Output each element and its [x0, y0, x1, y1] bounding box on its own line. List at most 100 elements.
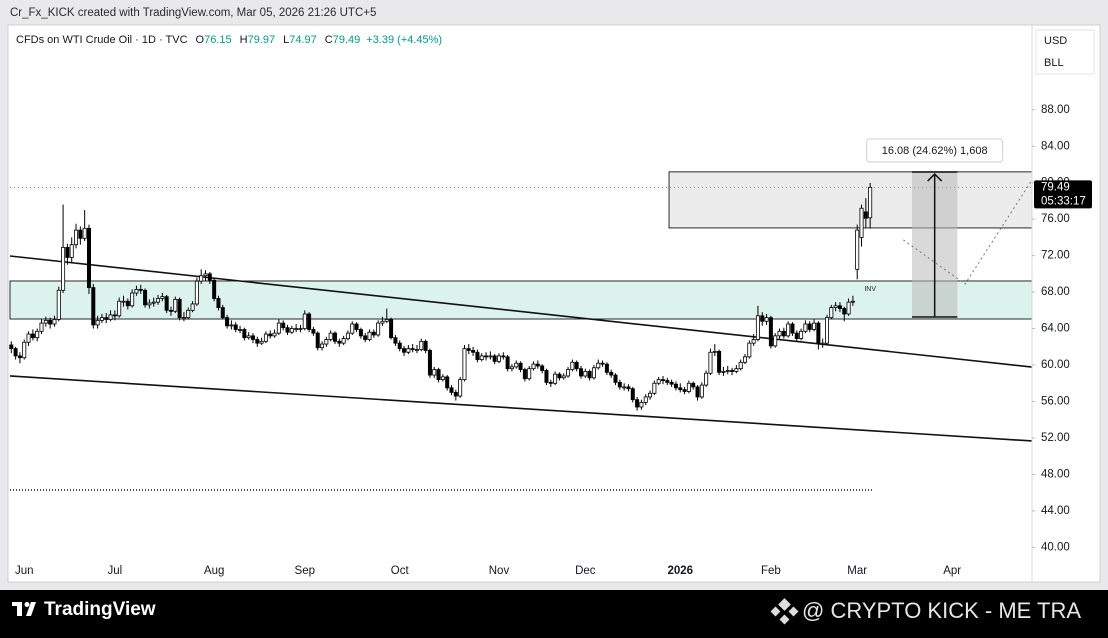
- trendline: [9, 375, 1033, 442]
- candle-body: [527, 368, 532, 380]
- candle-body: [807, 323, 812, 330]
- candle-body: [151, 301, 156, 304]
- ohlc-label: C: [325, 34, 333, 46]
- candle-body: [587, 371, 592, 379]
- candle-body: [643, 396, 648, 403]
- candle-body: [622, 386, 627, 389]
- candle-body: [764, 317, 769, 322]
- candle-body: [479, 355, 484, 360]
- x-tick-label: Feb: [761, 565, 781, 577]
- candle-body: [445, 376, 450, 389]
- candle-body: [263, 333, 268, 342]
- candle-body: [557, 373, 562, 379]
- candle-body: [350, 323, 355, 334]
- candle-body: [630, 388, 635, 401]
- candle-body: [99, 317, 104, 321]
- candle-body: [82, 227, 87, 239]
- candle-body: [9, 344, 14, 350]
- candle-body: [794, 332, 799, 339]
- ohlc-label: H: [240, 34, 248, 46]
- logo-part: [17, 602, 22, 616]
- candle-body: [648, 392, 653, 398]
- tv-logo: [12, 602, 36, 616]
- candle-body: [734, 368, 739, 372]
- candle-body: [61, 247, 66, 291]
- candle-body: [315, 332, 320, 349]
- candle-body: [553, 373, 558, 384]
- candle-body: [449, 387, 454, 393]
- candle-body: [56, 289, 61, 320]
- x-tick-label: 2026: [667, 565, 693, 577]
- zone: [668, 171, 1033, 229]
- candle-body: [225, 317, 230, 327]
- candle-body: [518, 362, 523, 370]
- footer-logo: TradingView: [44, 599, 156, 620]
- candle-body: [596, 362, 601, 369]
- candle-body: [423, 340, 428, 351]
- ohlc-value: 79.49: [333, 34, 361, 46]
- candle-body: [540, 365, 545, 371]
- candle-body: [380, 320, 385, 324]
- candle-body: [548, 381, 553, 384]
- candle-body: [829, 307, 834, 319]
- candle-body: [220, 307, 225, 319]
- icon-part: [770, 606, 781, 617]
- candle-body: [229, 324, 234, 327]
- candle-body: [578, 368, 583, 377]
- candle-body: [781, 330, 786, 337]
- x-tick-label: Aug: [204, 565, 224, 577]
- candle-body: [242, 329, 247, 339]
- candle-body: [250, 335, 255, 340]
- candle-body: [345, 332, 350, 339]
- candle-body: [35, 330, 40, 339]
- candle-body: [138, 288, 143, 291]
- candle-body: [164, 296, 169, 311]
- candle-body: [337, 340, 342, 344]
- candle-body: [212, 279, 217, 299]
- candle-body: [475, 351, 480, 360]
- ohlc-value: 79.97: [248, 34, 276, 46]
- candle-body: [17, 355, 22, 359]
- candle-body: [285, 327, 290, 333]
- header-text: Cr_Fx_KICK created with TradingView.com,…: [10, 7, 376, 19]
- candle-body: [790, 323, 795, 334]
- candle-body: [462, 348, 467, 381]
- y-tick-label: 72.00: [1041, 250, 1070, 262]
- candle-body: [410, 348, 415, 351]
- candle-body: [298, 328, 303, 330]
- candle-body: [742, 356, 747, 363]
- candle-body: [78, 229, 83, 239]
- x-tick-label: Jun: [15, 565, 34, 577]
- candle-body: [799, 330, 804, 339]
- candle-body: [320, 343, 325, 349]
- projection-path: [903, 179, 1033, 285]
- candle-body: [566, 369, 571, 377]
- candle-body: [496, 355, 501, 362]
- x-tick-label: Nov: [489, 565, 510, 577]
- x-tick-label: Oct: [391, 565, 410, 577]
- candle-body: [730, 370, 735, 372]
- candle-body: [846, 301, 851, 315]
- candle-body: [820, 342, 825, 345]
- candle-body: [591, 367, 596, 379]
- candle-body: [725, 370, 730, 372]
- candle-body: [531, 363, 536, 370]
- candle-body: [561, 375, 566, 379]
- unit: BLL: [1044, 57, 1064, 69]
- measure-arrowhead: [927, 172, 943, 182]
- trendline: [9, 255, 1033, 368]
- candle-body: [328, 332, 333, 340]
- zone: [9, 280, 1033, 320]
- candle-body: [522, 369, 527, 380]
- y-tick-label: 44.00: [1041, 505, 1070, 517]
- candle-body: [691, 382, 696, 388]
- y-tick-label: 68.00: [1041, 286, 1070, 298]
- candle-body: [803, 323, 808, 332]
- candle-body: [665, 380, 670, 383]
- candle-body: [52, 319, 57, 325]
- candle-body: [134, 288, 139, 294]
- candle-body: [199, 275, 204, 282]
- candle-body: [686, 382, 691, 392]
- candle-body: [156, 298, 161, 303]
- y-tick-label: 52.00: [1041, 432, 1070, 444]
